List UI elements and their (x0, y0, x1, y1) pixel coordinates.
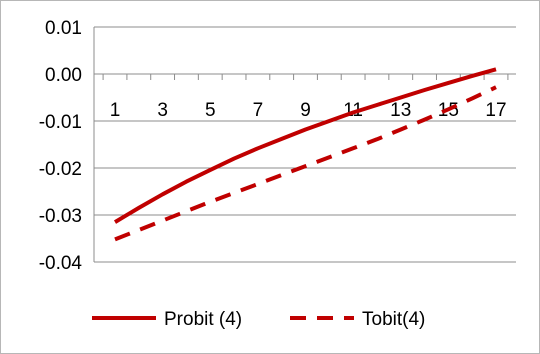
legend-label-1: Tobit(4) (362, 309, 425, 330)
x-tick-label: 17 (485, 100, 506, 121)
y-tick-label: 0.01 (45, 18, 82, 39)
x-tick-label: 3 (157, 100, 168, 121)
x-tick-label: 13 (390, 100, 411, 121)
series-line-0 (113, 67, 497, 224)
x-tick-label: 5 (205, 100, 216, 121)
y-tick-label: -0.01 (39, 112, 82, 133)
y-tick-label: -0.02 (39, 159, 82, 180)
y-tick-label: 0.00 (45, 65, 82, 86)
tick-labels: 0.010.00-0.01-0.02-0.03-0.041 3 5 7 9 11 13 15 1… (39, 18, 507, 274)
y-tick-label: -0.03 (39, 206, 82, 227)
x-tick-label: 1 (110, 100, 121, 121)
axes (93, 27, 516, 262)
x-tick-label: 7 (253, 100, 264, 121)
x-tick-label: 9 (300, 100, 311, 121)
gridlines (94, 26, 516, 263)
legend-label-0: Probit (4) (164, 309, 242, 330)
legend: Probit (4) Tobit(4) (92, 309, 425, 330)
series-line-1 (114, 85, 497, 242)
series-lines (113, 67, 497, 242)
y-tick-label: -0.04 (39, 253, 83, 274)
